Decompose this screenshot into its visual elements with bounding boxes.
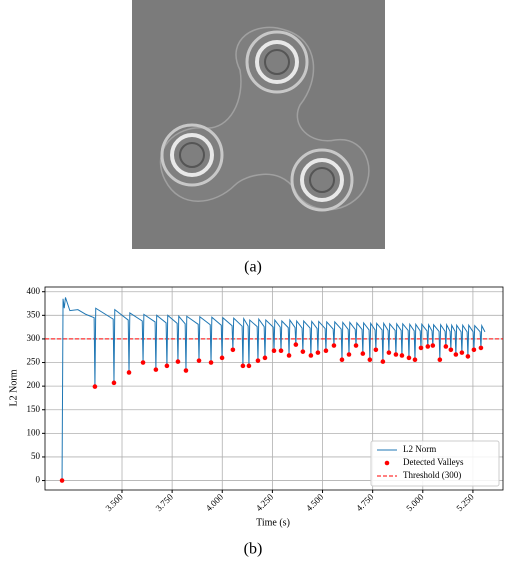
valley-point [399, 353, 405, 358]
y-tick-label: 200 [27, 380, 41, 390]
y-tick-label: 150 [27, 404, 41, 414]
legend: L2 Norm Detected Valleys Threshold (300) [370, 440, 500, 487]
valley-point [339, 357, 345, 363]
valley-point [373, 347, 379, 353]
valley-point [278, 348, 284, 354]
valley-point [153, 367, 159, 372]
chart-caption: (b) [244, 541, 263, 558]
y-tick-label: 100 [27, 427, 41, 437]
x-tick-label: 4.500 [304, 491, 326, 513]
valley-point [323, 348, 329, 354]
x-tick-label: 5.000 [404, 491, 426, 513]
valley-point [425, 344, 431, 349]
valley-point [219, 355, 225, 361]
valley-point [240, 363, 246, 369]
y-tick-label: 250 [27, 357, 41, 367]
valley-point [286, 353, 292, 358]
legend-label: Detected Valleys [403, 457, 464, 467]
valley-point [360, 351, 366, 356]
y-tick-label: 0 [36, 475, 41, 485]
y-tick-label: 300 [27, 333, 41, 343]
valley-point [164, 363, 170, 369]
valley-point [380, 359, 386, 364]
legend-label: L2 Norm [403, 444, 436, 454]
valley-point [140, 360, 146, 365]
x-axis-label: Time (s) [256, 517, 290, 528]
valley-point [208, 360, 214, 365]
valley-point [92, 384, 98, 389]
valley-point [418, 345, 424, 351]
data-line [61, 297, 486, 481]
valley-point [437, 357, 443, 363]
valley-point [430, 343, 436, 348]
valley-point [255, 358, 261, 363]
valley-point [271, 348, 277, 354]
valley-point [471, 347, 477, 353]
valley-point [453, 352, 459, 357]
plot-frame [44, 286, 504, 491]
valley-point [393, 352, 399, 357]
valley-point [443, 344, 449, 349]
x-tick-label: 5.250 [454, 491, 476, 513]
y-axis-label: L2 Norm [8, 369, 19, 406]
valley-point [459, 350, 465, 355]
image-caption: (a) [244, 259, 262, 276]
valley-point [183, 368, 189, 373]
valley-point [465, 354, 471, 359]
valley-point [293, 342, 299, 347]
legend-marker [384, 460, 390, 466]
valley-point [478, 345, 484, 351]
valley-point [308, 353, 314, 358]
valley-point [262, 355, 268, 361]
valley-point [230, 347, 236, 353]
valley-point [412, 357, 418, 363]
valley-point [196, 358, 202, 363]
valley-point [386, 350, 392, 355]
valley-point [367, 357, 373, 363]
x-tick-label: 4.750 [354, 491, 376, 513]
spinner-image [132, 0, 385, 249]
valley-point [406, 355, 412, 361]
x-tick-label: 4.250 [254, 491, 276, 513]
y-tick-label: 50 [31, 451, 41, 461]
x-tick-label: 3.500 [103, 491, 125, 513]
valley-point [59, 478, 65, 483]
y-tick-label: 400 [27, 286, 41, 296]
x-tick-label: 3.750 [154, 491, 176, 513]
valley-point [448, 347, 454, 353]
valley-point [300, 349, 306, 354]
valley-point [246, 363, 252, 369]
valley-point [111, 380, 117, 386]
valley-point [315, 350, 321, 355]
valley-point [346, 352, 352, 357]
x-tick-label: 4.000 [204, 491, 226, 513]
legend-label: Threshold (300) [403, 470, 461, 480]
legend-box [370, 440, 500, 487]
valley-point [126, 370, 132, 375]
valley-point [331, 343, 337, 348]
valley-point [175, 359, 181, 364]
y-tick-label: 350 [27, 309, 41, 319]
valley-point [353, 343, 359, 348]
